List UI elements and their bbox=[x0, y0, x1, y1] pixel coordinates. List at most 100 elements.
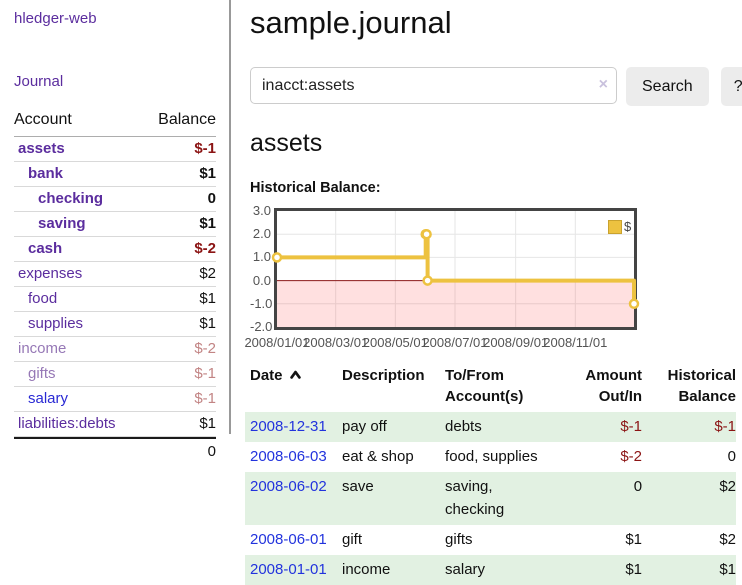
account-link[interactable]: cash bbox=[28, 240, 63, 257]
historical-balance-chart: 3.0 2.0 1.0 0.0 -1.0 -2.0 2008/01/01 2008/03/01… bbox=[244, 203, 742, 356]
table-row: 2008-12-31 pay off debts $-1 $-1 bbox=[245, 412, 736, 442]
register-amount: 0 bbox=[633, 478, 643, 495]
accounts-total-value: 0 bbox=[207, 443, 216, 460]
register-balance: $1 bbox=[719, 561, 736, 578]
account-row-assets: assets $-1 bbox=[14, 137, 216, 162]
x-axis-tick-label: 2008/01/01 bbox=[244, 335, 310, 350]
account-balance: $2 bbox=[199, 265, 216, 282]
register-date-link[interactable]: 2008-06-03 bbox=[250, 448, 327, 465]
register-balance: $-1 bbox=[714, 418, 736, 435]
account-link[interactable]: checking bbox=[38, 190, 104, 207]
register-amount: $1 bbox=[625, 531, 643, 548]
accounts-col-balance: Balance bbox=[158, 111, 216, 128]
table-row: 2008-06-02 save saving, checking 0 $2 bbox=[245, 472, 736, 525]
x-axis-tick-label: 2008/09/01 bbox=[483, 335, 549, 350]
account-row-cash: cash $-2 bbox=[14, 237, 216, 262]
account-balance: $-1 bbox=[194, 390, 216, 407]
register-balance: $2 bbox=[719, 478, 736, 495]
account-row-bank: bank $1 bbox=[14, 162, 216, 187]
accounts-table-header: Account Balance bbox=[14, 105, 216, 137]
account-link[interactable]: expenses bbox=[18, 265, 83, 282]
sort-ascending-icon bbox=[289, 370, 301, 379]
y-axis-tick-label: 1.0 bbox=[252, 249, 271, 265]
account-row-income: income $-2 bbox=[14, 337, 216, 362]
account-balance: $1 bbox=[199, 290, 216, 307]
account-row-liabilities:debts: liabilities:debts $1 bbox=[14, 412, 216, 437]
account-heading: assets bbox=[250, 129, 323, 157]
register-description: save bbox=[341, 478, 374, 495]
register-date-link[interactable]: 2008-12-31 bbox=[250, 418, 327, 435]
table-row: 2008-01-01 income salary $1 $1 bbox=[245, 555, 736, 585]
account-link[interactable]: income bbox=[18, 340, 67, 357]
register-balance: 0 bbox=[727, 448, 736, 465]
register-accounts: food, supplies bbox=[445, 448, 538, 465]
account-balance: $-2 bbox=[194, 340, 216, 357]
account-link[interactable]: gifts bbox=[28, 365, 56, 382]
help-button[interactable]: ? bbox=[720, 67, 742, 106]
y-axis-tick-label: 3.0 bbox=[252, 203, 271, 218]
account-link[interactable]: saving bbox=[38, 215, 86, 232]
legend-label: $ bbox=[624, 219, 632, 234]
sidebar: hledger-web Journal Account Balance asse… bbox=[0, 0, 229, 464]
search-button[interactable]: Search bbox=[626, 67, 709, 106]
register-col-description: Description bbox=[341, 367, 425, 384]
register-amount: $1 bbox=[625, 561, 643, 578]
register-accounts: gifts bbox=[445, 531, 473, 548]
y-axis-tick-label: 0.0 bbox=[252, 272, 271, 288]
account-balance: $-2 bbox=[194, 240, 216, 257]
clear-search-icon[interactable]: × bbox=[598, 76, 608, 93]
account-row-saving: saving $1 bbox=[14, 212, 216, 237]
account-balance: $1 bbox=[199, 215, 216, 232]
search-bar: × Search ? bbox=[250, 67, 742, 106]
search-box: × bbox=[250, 67, 617, 106]
register-col-amount: Amount Out/In bbox=[585, 367, 643, 405]
x-axis-tick-label: 2008/03/01 bbox=[303, 335, 369, 350]
account-link[interactable]: assets bbox=[18, 140, 65, 157]
register-amount: $-1 bbox=[620, 418, 643, 435]
account-link[interactable]: supplies bbox=[28, 315, 84, 332]
account-balance: $1 bbox=[199, 165, 216, 182]
register-accounts: debts bbox=[445, 418, 482, 435]
register-col-date[interactable]: Date bbox=[245, 362, 342, 412]
chart-canvas bbox=[271, 211, 640, 327]
register-col-balance: Historical Balance bbox=[667, 367, 736, 405]
search-input[interactable] bbox=[250, 67, 617, 104]
account-link[interactable]: food bbox=[28, 290, 58, 307]
table-row: 2008-06-01 gift gifts $1 $2 bbox=[245, 525, 736, 555]
account-link[interactable]: bank bbox=[28, 165, 64, 182]
y-axis-tick-label: -2.0 bbox=[250, 319, 273, 334]
x-axis-tick-label: 2008/05/01 bbox=[362, 335, 428, 350]
register-accounts: saving, checking bbox=[445, 478, 505, 518]
account-balance: $-1 bbox=[194, 140, 216, 157]
account-row-gifts: gifts $-1 bbox=[14, 362, 216, 387]
account-row-checking: checking 0 bbox=[14, 187, 216, 212]
y-axis-tick-label: 2.0 bbox=[252, 226, 271, 242]
legend-swatch-icon bbox=[608, 219, 622, 234]
x-axis-tick-label: 2008/11/01 bbox=[543, 335, 608, 350]
register-date-link[interactable]: 2008-06-02 bbox=[250, 478, 327, 495]
register-description: eat & shop bbox=[341, 448, 414, 465]
register-table: Date Description To/From Account(s) Amou… bbox=[245, 362, 736, 585]
account-row-salary: salary $-1 bbox=[14, 387, 216, 412]
register-accounts: salary bbox=[445, 561, 486, 578]
register-date-link[interactable]: 2008-06-01 bbox=[250, 531, 327, 548]
x-axis-tick-label: 2008/07/01 bbox=[422, 335, 488, 350]
nav-journal-link[interactable]: Journal bbox=[14, 73, 64, 90]
register-description: gift bbox=[341, 531, 362, 548]
brand-link[interactable]: hledger-web bbox=[14, 10, 97, 27]
account-balance: $-1 bbox=[194, 365, 216, 382]
register-col-date-label: Date bbox=[250, 367, 283, 384]
y-axis-tick-label: -1.0 bbox=[250, 295, 273, 311]
accounts-col-account: Account bbox=[14, 111, 72, 128]
register-date-link[interactable]: 2008-01-01 bbox=[250, 561, 327, 578]
account-link[interactable]: salary bbox=[28, 390, 69, 407]
account-link[interactable]: liabilities:debts bbox=[18, 415, 116, 432]
chart-title: Historical Balance: bbox=[250, 180, 381, 196]
account-row-supplies: supplies $1 bbox=[14, 312, 216, 337]
register-amount: $-2 bbox=[620, 448, 643, 465]
account-row-food: food $1 bbox=[14, 287, 216, 312]
chart-plot-border bbox=[274, 208, 637, 330]
register-description: pay off bbox=[341, 418, 387, 435]
register-col-account: To/From Account(s) bbox=[445, 367, 524, 405]
sidebar-divider bbox=[229, 0, 231, 434]
